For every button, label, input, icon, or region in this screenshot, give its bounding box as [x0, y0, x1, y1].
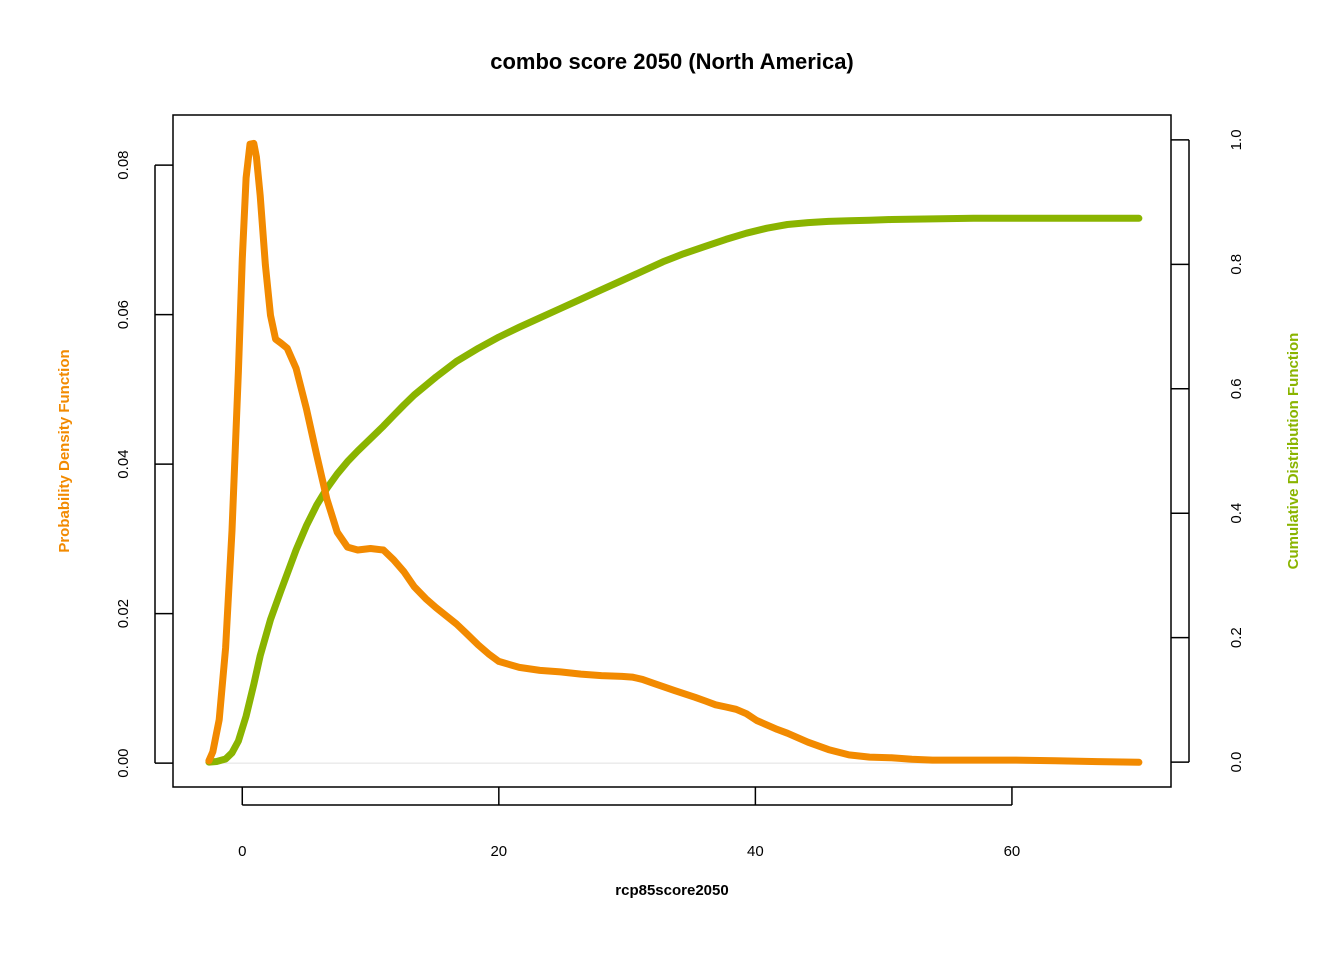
pdf-series-line — [205, 139, 1143, 766]
x-tick-label: 40 — [747, 843, 764, 860]
y-left-axis-label: Probability Density Function — [56, 349, 73, 552]
y-right-tick-label: 0.6 — [1228, 378, 1245, 399]
y-left-tick-label: 0.08 — [115, 150, 132, 179]
y-left-tick-label: 0.00 — [115, 748, 132, 777]
y-right-tick-label: 0.4 — [1228, 503, 1245, 524]
y-left-tick-label: 0.06 — [115, 300, 132, 329]
y-left-axis: 0.00 0.02 0.04 0.06 0.08 — [115, 150, 173, 778]
y-right-axis-label: Cumulative Distribution Function — [1285, 333, 1302, 570]
x-axis: 0 20 40 60 — [238, 787, 1020, 860]
y-right-tick-label: 0.0 — [1228, 752, 1245, 773]
y-right-axis: 0.0 0.2 0.4 0.6 0.8 1.0 — [1171, 129, 1245, 773]
plot-frame — [172, 114, 1172, 788]
x-tick-label: 0 — [238, 843, 246, 860]
x-axis-label: rcp85score2050 — [615, 882, 728, 899]
y-left-tick-label: 0.02 — [115, 599, 132, 628]
y-right-tick-label: 0.8 — [1228, 254, 1245, 275]
x-tick-label: 20 — [490, 843, 507, 860]
y-right-tick-label: 0.2 — [1228, 627, 1245, 648]
plot-area — [172, 114, 1172, 788]
x-tick-label: 60 — [1004, 843, 1021, 860]
y-right-tick-label: 1.0 — [1228, 129, 1245, 150]
y-left-tick-label: 0.04 — [115, 449, 132, 478]
chart-title: combo score 2050 (North America) — [490, 49, 854, 74]
cdf-series-line — [205, 214, 1143, 766]
